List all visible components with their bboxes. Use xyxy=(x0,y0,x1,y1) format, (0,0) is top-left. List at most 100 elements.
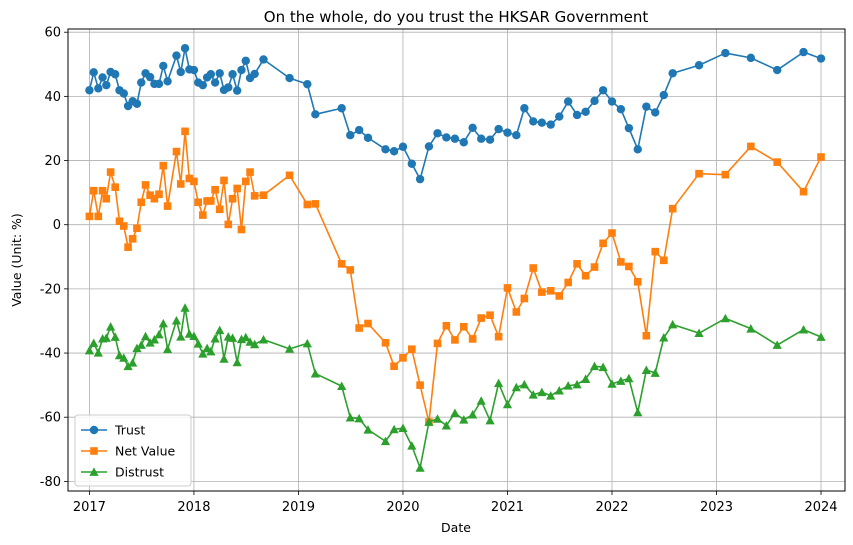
y-tick-label: 60 xyxy=(44,26,61,41)
data-point-trust xyxy=(354,125,364,135)
data-point-net-value xyxy=(608,229,616,237)
y-tick-label: 40 xyxy=(44,90,61,105)
data-point-trust xyxy=(503,128,512,137)
data-point-trust xyxy=(154,79,164,89)
data-point-trust xyxy=(172,51,181,60)
data-point-trust xyxy=(773,65,782,75)
data-point-trust xyxy=(529,117,538,126)
data-point-net-value xyxy=(538,288,546,296)
data-point-net-value xyxy=(773,158,782,166)
data-point-distrust xyxy=(546,391,556,400)
data-point-trust xyxy=(237,65,246,75)
data-point-distrust xyxy=(424,417,434,426)
data-point-distrust xyxy=(616,376,626,385)
data-point-net-value xyxy=(355,324,363,332)
data-point-distrust xyxy=(180,303,190,312)
data-point-trust xyxy=(241,56,250,65)
x-tick-label: 2020 xyxy=(386,500,419,515)
data-point-net-value xyxy=(159,161,168,170)
x-tick-label: 2019 xyxy=(282,500,315,515)
data-point-net-value xyxy=(486,311,494,319)
data-point-distrust xyxy=(132,343,142,353)
data-point-distrust xyxy=(668,319,678,329)
y-tick-label: -60 xyxy=(40,411,61,426)
data-point-distrust xyxy=(659,333,669,342)
data-point-net-value xyxy=(399,354,407,362)
data-point-trust xyxy=(285,73,294,83)
data-point-distrust xyxy=(746,324,756,333)
data-point-trust xyxy=(477,134,486,143)
data-point-distrust xyxy=(258,334,269,344)
data-point-trust xyxy=(694,61,704,70)
legend: Trust Net Value Distrust xyxy=(74,414,192,487)
data-point-net-value xyxy=(625,262,633,271)
data-point-distrust xyxy=(198,349,208,358)
data-point-distrust xyxy=(337,381,347,390)
data-point-net-value xyxy=(546,287,555,295)
data-point-trust xyxy=(799,47,808,57)
data-point-trust xyxy=(563,97,573,106)
data-point-net-value xyxy=(408,345,416,353)
data-point-distrust xyxy=(476,396,486,405)
data-point-net-value xyxy=(573,260,581,268)
data-point-net-value xyxy=(468,335,477,343)
data-point-distrust xyxy=(607,379,617,388)
data-point-distrust xyxy=(136,340,146,349)
data-point-distrust xyxy=(798,325,809,334)
data-point-distrust xyxy=(398,423,408,433)
data-point-net-value xyxy=(111,183,119,191)
data-point-trust xyxy=(442,133,451,142)
data-point-trust xyxy=(215,69,224,78)
data-point-trust xyxy=(259,55,268,64)
data-point-net-value xyxy=(176,180,185,188)
data-point-net-value xyxy=(237,225,246,234)
data-point-net-value xyxy=(150,194,159,203)
data-point-distrust xyxy=(650,368,660,377)
y-tick-label: 0 xyxy=(53,218,61,233)
legend-marker-trust xyxy=(89,425,99,435)
data-point-net-value xyxy=(599,239,607,248)
data-point-trust xyxy=(520,104,529,113)
data-point-trust xyxy=(232,86,242,95)
data-point-trust xyxy=(572,110,582,120)
data-point-trust xyxy=(537,118,547,127)
data-point-net-value xyxy=(124,243,132,251)
data-point-distrust xyxy=(511,382,521,392)
data-point-net-value xyxy=(512,308,521,316)
data-point-net-value xyxy=(721,170,730,179)
data-point-trust xyxy=(110,70,120,79)
data-point-net-value xyxy=(433,339,442,348)
data-point-net-value xyxy=(211,185,219,194)
data-point-net-value xyxy=(668,204,677,213)
data-point-distrust xyxy=(93,348,103,357)
data-point-net-value xyxy=(106,168,115,176)
data-point-distrust xyxy=(189,331,199,340)
data-point-distrust xyxy=(485,415,495,425)
series-net-value xyxy=(85,127,825,426)
data-point-net-value xyxy=(85,212,94,221)
data-point-net-value xyxy=(477,314,486,322)
data-point-distrust xyxy=(494,378,504,388)
data-point-trust xyxy=(145,72,155,82)
data-point-distrust xyxy=(441,420,451,430)
data-point-net-value xyxy=(390,362,398,370)
data-point-trust xyxy=(89,68,98,77)
data-point-distrust xyxy=(162,344,173,354)
data-point-trust xyxy=(176,67,185,77)
data-point-distrust xyxy=(624,373,634,383)
data-point-trust xyxy=(415,174,425,184)
data-point-net-value xyxy=(207,197,215,205)
axes-frame xyxy=(67,28,846,492)
data-point-distrust xyxy=(720,313,730,323)
data-point-trust xyxy=(633,145,642,154)
data-point-net-value xyxy=(133,224,141,233)
data-point-trust xyxy=(450,134,460,143)
data-point-net-value xyxy=(115,217,124,225)
series-distrust xyxy=(84,303,826,472)
data-point-trust xyxy=(642,102,651,111)
data-point-distrust xyxy=(227,333,238,342)
data-point-trust xyxy=(180,44,190,53)
data-point-trust xyxy=(555,112,564,121)
data-point-net-value xyxy=(817,153,825,161)
data-point-trust xyxy=(94,84,103,93)
